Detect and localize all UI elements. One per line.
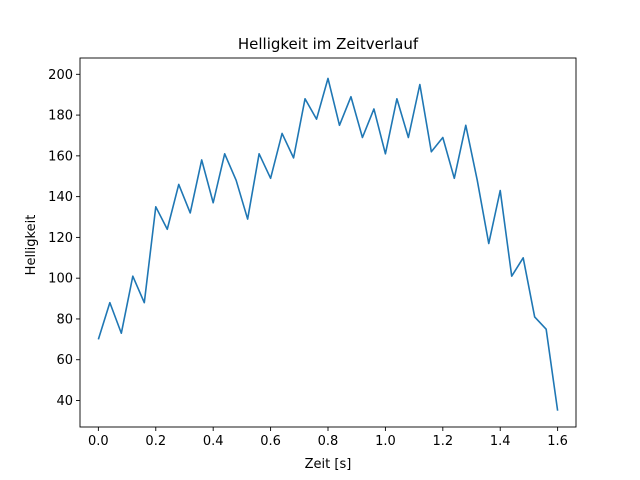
x-axis-label: Zeit [s]: [305, 457, 352, 472]
y-tick-label: 160: [48, 149, 73, 164]
y-tick-label: 80: [56, 312, 73, 327]
x-tick-label: 1.4: [490, 434, 511, 449]
x-tick-label: 1.2: [432, 434, 453, 449]
x-tick-label: 0.8: [318, 434, 339, 449]
chart-title: Helligkeit im Zeitverlauf: [238, 35, 419, 53]
x-tick-label: 1.6: [547, 434, 568, 449]
plot-area: 0.0 0.2 0.4 0.6 0.8 1.0 1.2 1.4 1.6 40 60 80 100 120 1…: [48, 57, 577, 449]
y-tick-label: 140: [48, 190, 73, 205]
x-tick-label: 1.0: [375, 434, 396, 449]
y-tick-label: 180: [48, 109, 73, 124]
plot-frame: [79, 57, 577, 428]
y-tick-label: 60: [56, 353, 73, 368]
y-tick-label: 40: [56, 394, 73, 409]
x-tick-label: 0.4: [203, 434, 224, 449]
x-tick-label: 0.2: [145, 434, 166, 449]
x-tick-label: 0.6: [260, 434, 281, 449]
series-line-0: [97, 77, 559, 411]
y-tick-label: 100: [48, 272, 73, 287]
y-tick-label: 120: [48, 231, 73, 246]
x-tick-label: 0.0: [88, 434, 109, 449]
y-tick-label: 200: [48, 68, 73, 83]
y-axis-label: Helligkeit: [24, 215, 39, 276]
